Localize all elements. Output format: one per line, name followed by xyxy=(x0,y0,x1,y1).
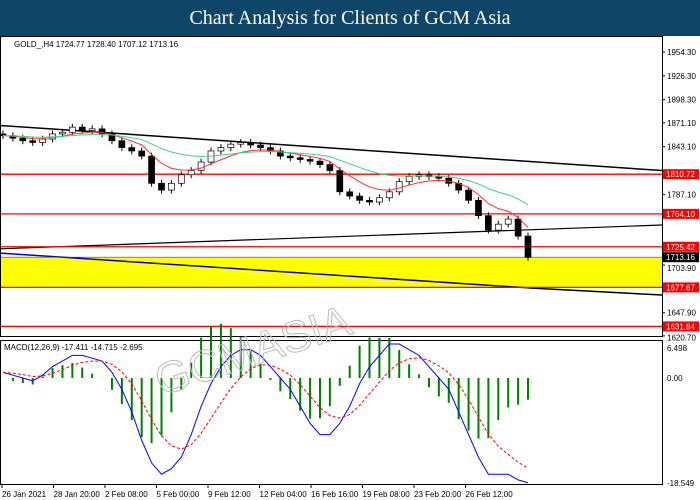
macd-signal-line xyxy=(2,357,529,469)
level-tag xyxy=(663,169,699,180)
candle xyxy=(306,159,314,162)
trendline-lower xyxy=(529,287,663,296)
price-tick-label: 1620.70 xyxy=(667,333,696,342)
candle xyxy=(356,195,363,201)
candle xyxy=(168,182,175,191)
time-tick-label: 26 Jan 2021 xyxy=(2,490,47,499)
candle xyxy=(39,138,46,143)
candle xyxy=(88,128,96,131)
candle xyxy=(118,140,126,148)
candle xyxy=(326,164,334,171)
macd-pane-frame xyxy=(0,340,663,485)
price-tick-label: 1843.10 xyxy=(667,143,696,152)
candle xyxy=(59,131,66,135)
candle xyxy=(286,155,294,159)
time-tick-label: 19 Feb 08:00 xyxy=(363,490,411,499)
candle xyxy=(148,155,155,184)
time-tick-label: 26 Feb 12:00 xyxy=(466,490,514,499)
price-tick-label: 1787.10 xyxy=(667,190,696,199)
watermark: GCMASIA xyxy=(149,296,358,406)
level-tag xyxy=(663,241,699,252)
candle xyxy=(247,142,254,146)
candle xyxy=(128,147,136,152)
time-tick-label: 12 Feb 04:00 xyxy=(260,490,308,499)
price-tick-label: 1871.10 xyxy=(667,119,696,128)
candle xyxy=(376,197,383,203)
time-tick-label: 2 Feb 08:00 xyxy=(105,490,148,499)
candle xyxy=(504,218,512,225)
candle xyxy=(29,140,37,143)
candle xyxy=(68,126,76,133)
page-title: Chart Analysis for Clients of GCM Asia xyxy=(0,0,700,36)
price-tick-label: 1703.90 xyxy=(667,264,696,273)
candle xyxy=(217,147,225,152)
candle xyxy=(524,235,532,258)
level-tag xyxy=(663,282,699,293)
candle xyxy=(485,215,492,231)
time-tick-label: 16 Feb 16:00 xyxy=(311,490,359,499)
candle xyxy=(267,147,274,152)
macd-tick-label: 0.00 xyxy=(667,374,683,383)
candle xyxy=(395,181,403,193)
price-tick-label: 1647.90 xyxy=(667,309,696,318)
macd-tick-label: 6.498 xyxy=(667,344,688,353)
candle xyxy=(494,223,502,231)
macd-line xyxy=(2,343,529,484)
time-tick-label: 9 Feb 12:00 xyxy=(208,490,251,499)
time-tick-label: 23 Feb 20:00 xyxy=(414,490,462,499)
candle xyxy=(227,143,235,148)
candle xyxy=(296,157,304,160)
candle xyxy=(197,161,205,171)
candle xyxy=(78,126,86,131)
support-zone xyxy=(1,257,662,288)
candle xyxy=(177,174,185,184)
current-price-label: 1713.16 xyxy=(666,253,695,262)
candle xyxy=(108,133,116,142)
level-label: 1677.67 xyxy=(666,283,695,292)
ma-slow-line xyxy=(2,133,529,206)
price-pane-frame xyxy=(0,36,663,337)
candle xyxy=(405,176,413,182)
trendline-middle xyxy=(0,224,663,250)
price-tick-label: 1898.30 xyxy=(667,96,696,105)
macd-tick-label: -18.549 xyxy=(667,479,695,488)
level-tag xyxy=(663,208,699,219)
candle xyxy=(19,137,27,142)
candle xyxy=(138,150,146,157)
candle xyxy=(475,199,482,216)
candle xyxy=(336,170,344,193)
candle xyxy=(514,218,522,237)
candle xyxy=(257,144,264,148)
candle xyxy=(237,142,245,145)
candle xyxy=(385,191,393,199)
level-tag xyxy=(663,321,699,332)
level-label: 1631.84 xyxy=(666,322,695,331)
ma-fast-line xyxy=(2,131,529,228)
candle xyxy=(346,191,354,197)
candle xyxy=(316,160,324,165)
candle xyxy=(158,182,165,191)
time-tick-label: 5 Feb 00:00 xyxy=(157,490,200,499)
level-label: 1764.10 xyxy=(666,210,695,219)
price-tick-label: 1954.30 xyxy=(667,48,696,57)
trendline-blue xyxy=(0,252,531,289)
symbol-label: GOLD_,H4 1724.77 1728.40 1707.12 1713.16 xyxy=(14,40,179,49)
trendline-upper xyxy=(0,124,663,172)
candle xyxy=(187,170,195,176)
candle xyxy=(277,150,284,157)
time-tick-label: 28 Jan 20:00 xyxy=(54,490,101,499)
candle xyxy=(465,189,472,201)
level-label: 1810.72 xyxy=(666,170,695,179)
gold-h4-chart[interactable]: 1810.72 1764.10 1725.42 1677.67 1631.84 1954.… xyxy=(0,36,700,500)
candle xyxy=(366,199,373,203)
current-price-tag xyxy=(663,252,699,263)
level-label: 1725.42 xyxy=(666,243,695,252)
price-tick-label: 1926.30 xyxy=(667,72,696,81)
macd-label: MACD(12,26,9) -17.411 -14.715 -2.695 xyxy=(4,343,143,352)
